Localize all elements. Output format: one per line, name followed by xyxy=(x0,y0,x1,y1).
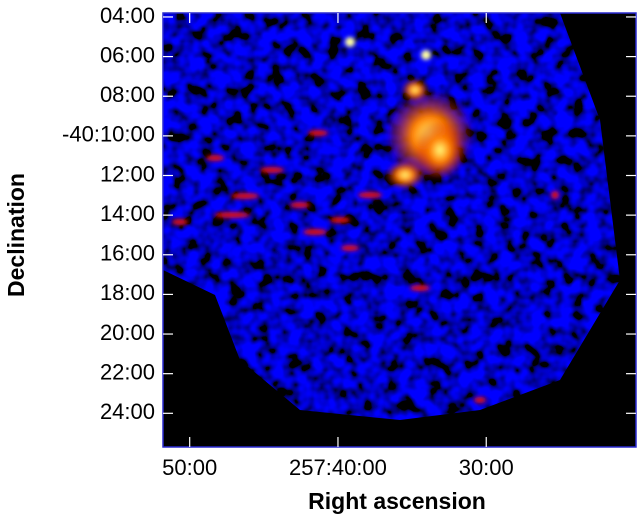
y-tick-label: 16:00 xyxy=(100,241,155,266)
y-axis-label: Declination xyxy=(3,173,29,297)
y-tick-label: 08:00 xyxy=(100,82,155,107)
y-tick-label: 14:00 xyxy=(100,201,155,226)
y-tick-label: 22:00 xyxy=(100,359,155,384)
y-tick-label: 24:00 xyxy=(100,399,155,424)
y-tick-label: 18:00 xyxy=(100,280,155,305)
y-tick-label: 12:00 xyxy=(100,161,155,186)
y-tick-label: -40:10:00 xyxy=(62,122,155,147)
x-axis-label: Right ascension xyxy=(308,488,486,514)
y-tick-label: 04:00 xyxy=(100,3,155,28)
x-tick-label: 50:00 xyxy=(162,455,217,480)
x-tick-label: 30:00 xyxy=(459,455,514,480)
y-tick-label: 06:00 xyxy=(100,42,155,67)
y-tick-label: 20:00 xyxy=(100,320,155,345)
x-tick-label: 257:40:00 xyxy=(289,455,387,480)
image xyxy=(162,12,637,448)
